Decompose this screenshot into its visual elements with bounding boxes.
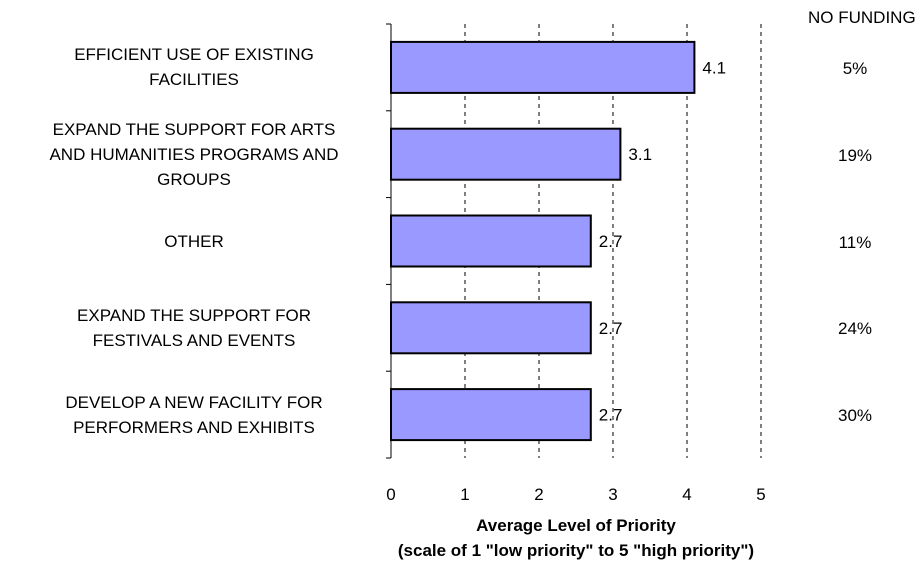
category-label-line: FACILITIES bbox=[149, 70, 239, 90]
x-tick-label: 1 bbox=[460, 485, 469, 504]
bar-value-label: 2.7 bbox=[599, 406, 623, 425]
category-label-line: EXPAND THE SUPPORT FOR bbox=[77, 305, 311, 325]
x-tick-label: 3 bbox=[608, 485, 617, 504]
x-tick-label: 4 bbox=[682, 485, 691, 504]
bar bbox=[390, 301, 592, 355]
x-tick-label: 2 bbox=[534, 485, 543, 504]
bar bbox=[390, 40, 696, 94]
no-funding-value: 19% bbox=[837, 145, 873, 165]
category-label-line: DEVELOP A NEW FACILITY FOR bbox=[65, 392, 323, 412]
x-tick-label: 0 bbox=[386, 485, 395, 504]
no-funding-value: 24% bbox=[837, 319, 873, 339]
value-labels: 4.1 3.1 2.7 2.7 2.7 bbox=[599, 58, 726, 424]
bar bbox=[390, 388, 592, 442]
category-label-line: EXPAND THE SUPPORT FOR ARTS bbox=[52, 119, 336, 139]
category-label-line: AND HUMANITIES PROGRAMS AND bbox=[49, 144, 339, 164]
bar-value-label: 3.1 bbox=[628, 145, 652, 164]
no-funding-value: 11% bbox=[838, 232, 872, 252]
category-label: EXPAND THE SUPPORT FOR ARTS AND HUMANITIE… bbox=[9, 117, 379, 192]
gridlines bbox=[464, 24, 762, 458]
category-label-line: OTHER bbox=[164, 231, 224, 251]
no-funding-value: 5% bbox=[842, 59, 868, 78]
category-label: DEVELOP A NEW FACILITY FOR PERFORMERS AND… bbox=[9, 390, 379, 440]
category-label: OTHER bbox=[9, 229, 379, 254]
bar-value-label: 2.7 bbox=[599, 319, 623, 338]
category-label-line: FESTIVALS AND EVENTS bbox=[92, 330, 296, 350]
x-axis-title: Average Level of Priority bbox=[476, 516, 676, 535]
x-axis-subtitle: (scale of 1 "low priority" to 5 "high pr… bbox=[397, 541, 755, 560]
category-label: EFFICIENT USE OF EXISTING FACILITIES bbox=[9, 42, 379, 92]
bars bbox=[390, 40, 696, 442]
category-label-line: EFFICIENT USE OF EXISTING bbox=[74, 45, 314, 65]
bar-value-label: 4.1 bbox=[702, 58, 726, 77]
bar-value-label: 2.7 bbox=[599, 232, 623, 251]
bar bbox=[390, 214, 592, 268]
category-label: EXPAND THE SUPPORT FOR FESTIVALS AND EVEN… bbox=[9, 303, 379, 353]
bar bbox=[390, 127, 622, 181]
no-funding-header: NO FUNDING bbox=[808, 8, 916, 27]
x-tick-label: 5 bbox=[756, 485, 765, 504]
category-label-line: GROUPS bbox=[157, 169, 231, 189]
axes: 0 1 2 3 4 5 bbox=[386, 23, 766, 504]
category-label-line: PERFORMERS AND EXHIBITS bbox=[73, 417, 315, 437]
no-funding-value: 30% bbox=[837, 406, 873, 426]
